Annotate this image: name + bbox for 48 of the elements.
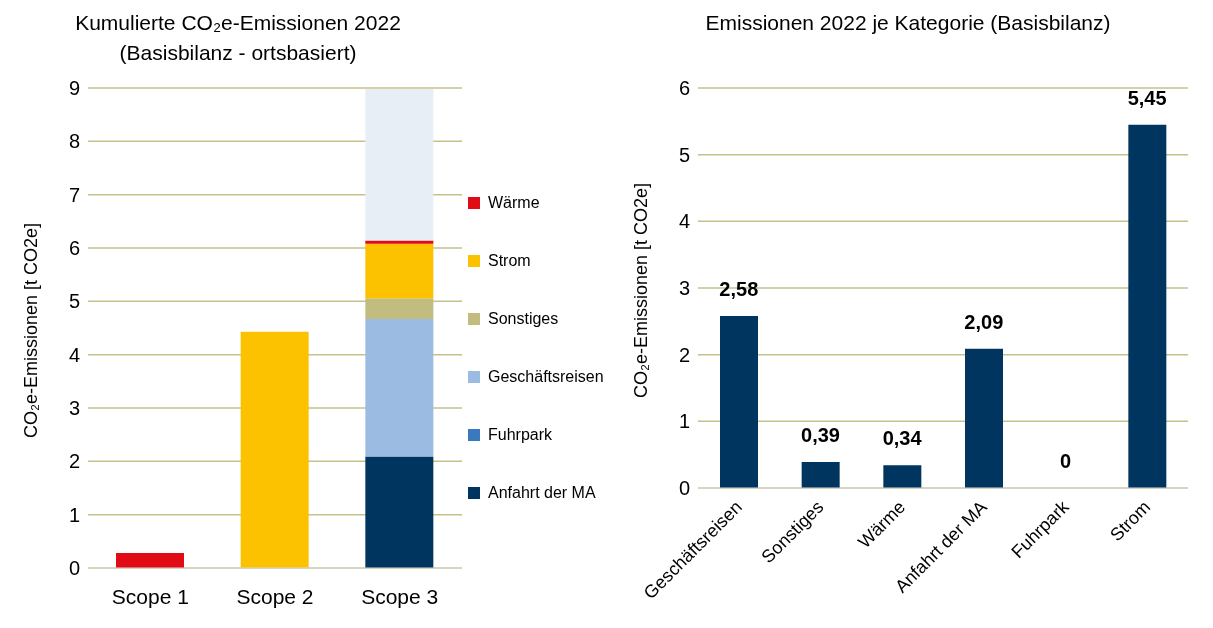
x-tick-label: Scope 3 [361,585,439,608]
bar [720,316,758,488]
bar [365,240,434,244]
y-tick-label: 0 [68,557,80,580]
bar [801,462,840,488]
y-tick-label: 1 [678,410,690,433]
legend-label: Geschäftsreisen [488,368,604,386]
bar [116,553,184,568]
chart-title: Kumulierte CO₂e-Emissionen 2022 (Basisbilanz - ortsbasiert) [74,10,402,66]
legend-label: Sonstiges [488,310,559,328]
data-label: 2,58 [718,277,760,302]
bar [365,456,434,568]
data-label: 0 [1058,449,1073,474]
bar [1128,124,1167,488]
y-tick-label: 2 [678,343,690,366]
y-tick-label: 3 [678,277,690,300]
y-tick-label: 9 [68,77,80,100]
bar [965,348,1003,488]
data-label: 0,34 [881,426,923,452]
y-tick-label: 2 [68,450,80,473]
y-tick-label: 4 [68,343,80,366]
y-tick-label: 6 [68,237,80,260]
y-axis-title: CO₂e-Emissionen [t CO2e] [21,222,42,438]
y-tick-label: 6 [678,77,690,100]
data-label: 2,09 [963,309,1005,335]
bar [240,331,309,568]
y-tick-label: 8 [68,130,80,153]
y-tick-label: 7 [68,183,80,206]
y-tick-label: 4 [678,210,690,233]
y-tick-label: 0 [678,477,690,500]
bar [365,318,434,457]
bar [883,465,922,488]
x-tick-label: Scope 1 [111,585,189,608]
x-tick-label: Scope 2 [236,585,314,608]
y-tick-label: 5 [68,290,80,313]
y-tick-label: 5 [678,143,690,166]
y-axis-title: CO₂e-Emissionen [t CO2e] [631,182,652,398]
chart-title: Emissionen 2022 je Kategorie (Basisbilanz) [704,10,1112,36]
legend-label: Wärme [488,194,540,212]
legend-label: Strom [488,252,531,270]
data-label: 0,39 [800,423,841,448]
legend-label: Anfahrt der MA [488,484,596,502]
legend-label: Fuhrpark [488,426,553,444]
data-label: 5,45 [1126,85,1168,111]
bar [365,243,434,299]
bar [365,89,434,241]
y-tick-label: 1 [68,503,80,526]
y-tick-label: 3 [68,397,80,420]
